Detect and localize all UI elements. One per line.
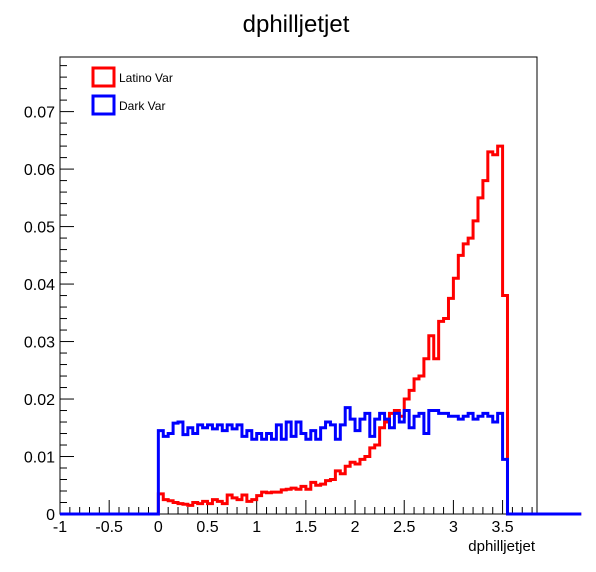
legend: Latino Var Dark Var [91, 66, 173, 116]
chart-title: dphilljetjet [243, 11, 350, 38]
y-axis: 0 0.01 0.02 0.03 0.04 0.05 0.06 0.07 [24, 65, 74, 524]
x-tick-label: -0.5 [95, 519, 123, 536]
legend-label: Latino Var [119, 71, 173, 85]
y-tick-label: 0.05 [24, 220, 55, 237]
x-axis: -1 -0.5 0 0.5 1 1.5 2 2.5 3 3.5 [53, 500, 533, 536]
x-tick-label: 1.5 [295, 519, 317, 536]
series-line-dark-var [60, 406, 582, 516]
y-tick-label: 0.07 [24, 105, 55, 122]
y-tick-label: 0.04 [24, 277, 55, 294]
x-tick-label: 0.5 [196, 519, 218, 536]
x-tick-label: 2.5 [393, 519, 415, 536]
plot-frame [59, 56, 538, 515]
x-tick-label: -1 [53, 519, 67, 536]
legend-swatch [91, 66, 116, 88]
x-tick-label: 3.5 [491, 519, 513, 536]
y-tick-label: 0 [46, 507, 55, 524]
x-tick-label: 3 [449, 519, 458, 536]
y-tick-label: 0.06 [24, 162, 55, 179]
y-tick-label: 0.03 [24, 335, 55, 352]
legend-label: Dark Var [119, 99, 165, 113]
x-tick-label: 1 [252, 519, 261, 536]
x-tick-label: 0 [154, 519, 163, 536]
series-line-latino-var [60, 144, 582, 516]
series-layer [60, 144, 582, 516]
x-axis-label: dphilljetjet [468, 538, 536, 555]
x-tick-label: 2 [351, 519, 360, 536]
y-tick-label: 0.02 [24, 392, 55, 409]
y-tick-label: 0.01 [24, 450, 55, 467]
legend-swatch [91, 94, 116, 116]
